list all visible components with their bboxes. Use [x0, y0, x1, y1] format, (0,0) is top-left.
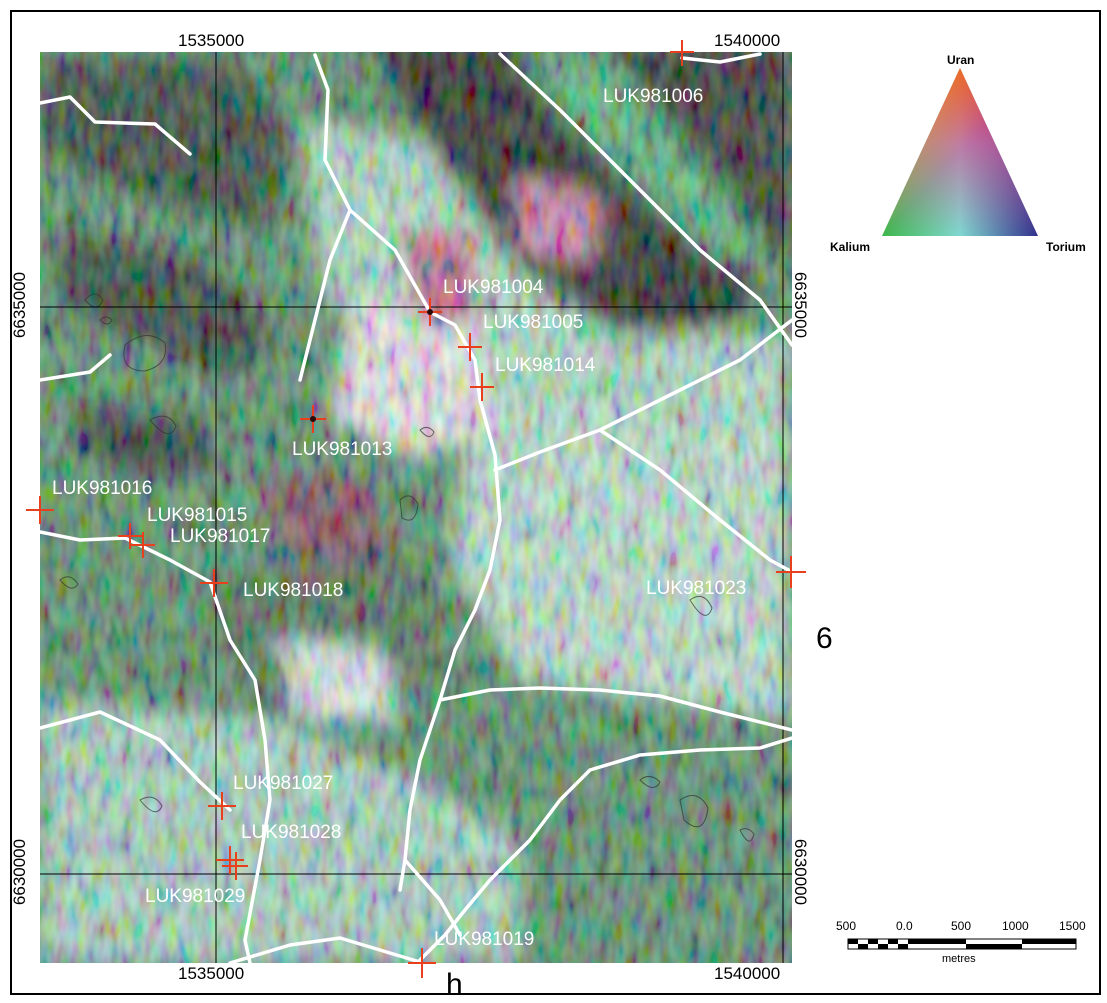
northing-label-left-upper: 6635000 — [10, 271, 30, 339]
boundary-lines — [40, 52, 792, 963]
northing-label-left-lower: 6630000 — [10, 838, 30, 906]
station-label: LUK981015 — [147, 505, 247, 526]
legend-torium-label: Torium — [1046, 240, 1086, 254]
ternary-triangle — [882, 68, 1038, 236]
station-labels: LUK981006 LUK981004 LUK981005 LUK981014 … — [52, 86, 746, 950]
scale-tick-label: 1000 — [1002, 919, 1029, 933]
station-label: LUK981023 — [646, 578, 746, 599]
sheet-letter: h — [446, 968, 463, 1001]
station-marker[interactable] — [131, 532, 155, 558]
station-marker[interactable] — [208, 792, 236, 820]
northing-label-right-lower: 6630000 — [791, 838, 811, 906]
scale-tick-label: 1500 — [1059, 919, 1086, 933]
station-label: LUK981018 — [243, 580, 343, 601]
scale-bar-graphic — [847, 938, 1077, 950]
easting-label-top-right: 1540000 — [714, 31, 781, 50]
station-marker[interactable] — [458, 333, 482, 361]
station-marker[interactable] — [470, 373, 494, 401]
scale-tick-label: 0.0 — [896, 919, 913, 933]
station-marker[interactable] — [118, 523, 142, 549]
scale-tick-label: 500 — [951, 919, 972, 933]
radiometric-raster — [40, 52, 792, 963]
station-marker[interactable] — [776, 556, 806, 588]
station-marker[interactable] — [408, 948, 436, 978]
station-label: LUK981016 — [52, 478, 152, 499]
station-label: LUK981013 — [292, 439, 392, 460]
scale-bar: 500 0.0 500 1000 1500 metres — [830, 915, 1090, 975]
ternary-legend: Uran Kalium Torium — [820, 50, 1105, 270]
easting-label-top-left: 1535000 — [178, 31, 245, 50]
legend-uran-label: Uran — [947, 53, 975, 67]
easting-label-bottom-right: 1540000 — [714, 964, 781, 983]
station-label: LUK981006 — [603, 86, 703, 107]
station-markers — [26, 40, 806, 978]
station-marker[interactable] — [26, 496, 54, 524]
scale-tick-label: 500 — [836, 919, 857, 933]
legend-kalium-label: Kalium — [830, 240, 871, 254]
station-marker[interactable] — [216, 846, 248, 880]
station-label: LUK981014 — [495, 355, 596, 376]
station-label: LUK981019 — [434, 929, 534, 950]
station-label: LUK981027 — [233, 773, 333, 794]
station-label: LUK981017 — [170, 526, 270, 547]
station-label: LUK981004 — [443, 277, 544, 298]
station-marker[interactable] — [200, 569, 228, 597]
easting-label-bottom-left: 1535000 — [178, 964, 245, 983]
scale-unit-label: metres — [942, 953, 976, 965]
station-label: LUK981005 — [483, 312, 583, 333]
station-label: LUK981028 — [241, 822, 341, 843]
station-marker[interactable] — [670, 40, 694, 66]
sheet-number: 6 — [816, 622, 833, 655]
map-frame — [10, 10, 1101, 995]
northing-label-right-upper: 6635000 — [791, 271, 811, 339]
station-label: LUK981029 — [145, 886, 245, 907]
